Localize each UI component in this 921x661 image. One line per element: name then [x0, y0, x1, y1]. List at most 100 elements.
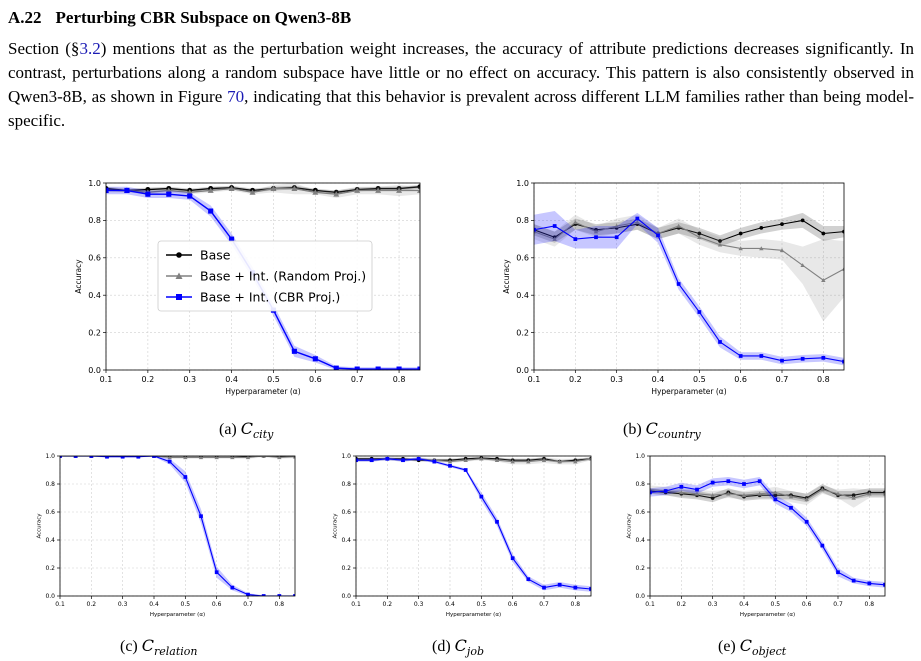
figure-reference-link[interactable]: 70 [227, 87, 245, 106]
base-point [710, 496, 715, 500]
caption-c: (c) Crelation [120, 636, 198, 659]
chart-e: 0.1 0.2 0.3 0.4 0.5 0.6 0.7 0.8 0.0 0.2 0.4 0.6 0.8 1… [626, 453, 886, 618]
x-tick-label: 0.7 [351, 375, 364, 384]
cbr-point [167, 459, 172, 464]
y-tick-label: 1.0 [88, 179, 101, 188]
random-point [214, 456, 219, 460]
y-tick-label: 0.8 [516, 216, 529, 225]
cbr-point [573, 585, 578, 590]
x-tick-label: 0.7 [539, 601, 549, 608]
x-tick-label: 0.1 [528, 375, 541, 384]
x-tick-label: 0.1 [645, 601, 655, 608]
base-series-line [356, 457, 591, 463]
random-point [738, 246, 743, 251]
random-point [710, 493, 715, 497]
base-point [718, 239, 722, 243]
legend-box [157, 240, 373, 312]
cbr-point [679, 484, 684, 489]
caption-e: (e) Cobject [718, 636, 787, 659]
cbr-point [448, 463, 452, 468]
random-point [650, 487, 653, 492]
x-tick-label: 0.6 [212, 601, 222, 608]
x-tick-label: 0.6 [508, 601, 518, 608]
x-tick-label: 0.5 [693, 375, 706, 384]
random-point [635, 220, 640, 225]
random-point [773, 490, 778, 495]
random-point [851, 495, 856, 500]
y-tick-label: 0.4 [45, 537, 55, 544]
x-tick-label: 0.8 [817, 375, 830, 384]
random-point [573, 459, 578, 464]
x-tick-label: 0.8 [275, 601, 285, 608]
y-axis-label: Accuracy [36, 513, 42, 539]
random-point [697, 235, 702, 239]
plot-area [356, 456, 591, 592]
cbr-point [836, 570, 840, 575]
body-paragraph: Section (§3.2) mentions that as the pert… [8, 37, 914, 133]
x-tick-label: 0.5 [181, 601, 191, 608]
x-tick-label: 0.3 [118, 601, 128, 608]
random-point [375, 187, 382, 193]
random-series-line [534, 221, 844, 281]
axes-frame [533, 182, 845, 371]
cbr-point [526, 577, 531, 582]
cbr-point [291, 348, 297, 354]
y-tick-label: 0.0 [88, 366, 101, 375]
cbr-point [676, 282, 681, 286]
x-tick-label: 0.2 [87, 601, 97, 608]
subfigure-e: 0.1 0.2 0.3 0.4 0.5 0.6 0.7 0.8 0.0 0.2 0.4 0.6 0.8 1… [620, 448, 900, 618]
cbr-point [804, 519, 809, 524]
plot-area [60, 456, 295, 596]
random-point [183, 456, 188, 460]
cbr-point [726, 479, 731, 484]
cbr-point [557, 582, 562, 587]
section-reference-link[interactable]: 3.2 [79, 39, 101, 58]
y-tick-label: 0.4 [635, 537, 645, 544]
x-tick-label: 0.6 [309, 375, 322, 384]
y-tick-label: 0.6 [88, 254, 101, 263]
x-axis-label: Hyperparameter (α) [150, 612, 205, 618]
y-tick-label: 1.0 [516, 179, 529, 188]
cbr-point [542, 585, 546, 590]
cbr-point [742, 482, 746, 486]
y-axis-label: Accuracy [74, 259, 83, 294]
cbr-point [396, 366, 402, 370]
random-point [614, 223, 619, 228]
y-tick-label: 0.6 [635, 509, 645, 516]
random-confidence-band [534, 214, 844, 322]
cbr-point [656, 233, 660, 238]
random-point [679, 490, 684, 495]
legend-cbr-label: Base + Int. (CBR Proj.) [200, 290, 340, 305]
y-tick-label: 0.2 [635, 565, 645, 572]
cbr-point [635, 216, 640, 221]
random-series-line [106, 187, 420, 195]
cbr-point [73, 456, 78, 458]
y-tick-label: 0.6 [516, 254, 529, 263]
y-axis-label: Accuracy [332, 513, 338, 539]
random-point [835, 491, 841, 496]
cbr-point [789, 505, 793, 510]
cbr-point [614, 235, 619, 240]
x-tick-label: 0.7 [243, 601, 253, 608]
caption-a: (a) Ccity [219, 419, 274, 442]
random-point [788, 494, 794, 499]
random-point [804, 497, 809, 502]
cbr-point [416, 456, 421, 461]
cbr-point [883, 582, 885, 587]
x-tick-label: 0.5 [771, 601, 781, 608]
cbr-point [534, 227, 536, 232]
cbr-point [60, 456, 62, 458]
y-tick-label: 0.8 [635, 481, 645, 488]
x-tick-label: 0.4 [739, 601, 749, 608]
x-tick-label: 0.4 [652, 375, 665, 384]
base-point [738, 231, 743, 236]
cbr-point [463, 468, 468, 472]
cbr-point [354, 366, 360, 370]
cbr-point [312, 356, 318, 362]
random-point [593, 229, 599, 234]
x-tick-label: 0.3 [610, 375, 623, 384]
random-point [759, 246, 764, 251]
x-tick-label: 0.1 [100, 375, 113, 384]
cbr-point [293, 594, 295, 596]
cbr-point [867, 581, 872, 586]
